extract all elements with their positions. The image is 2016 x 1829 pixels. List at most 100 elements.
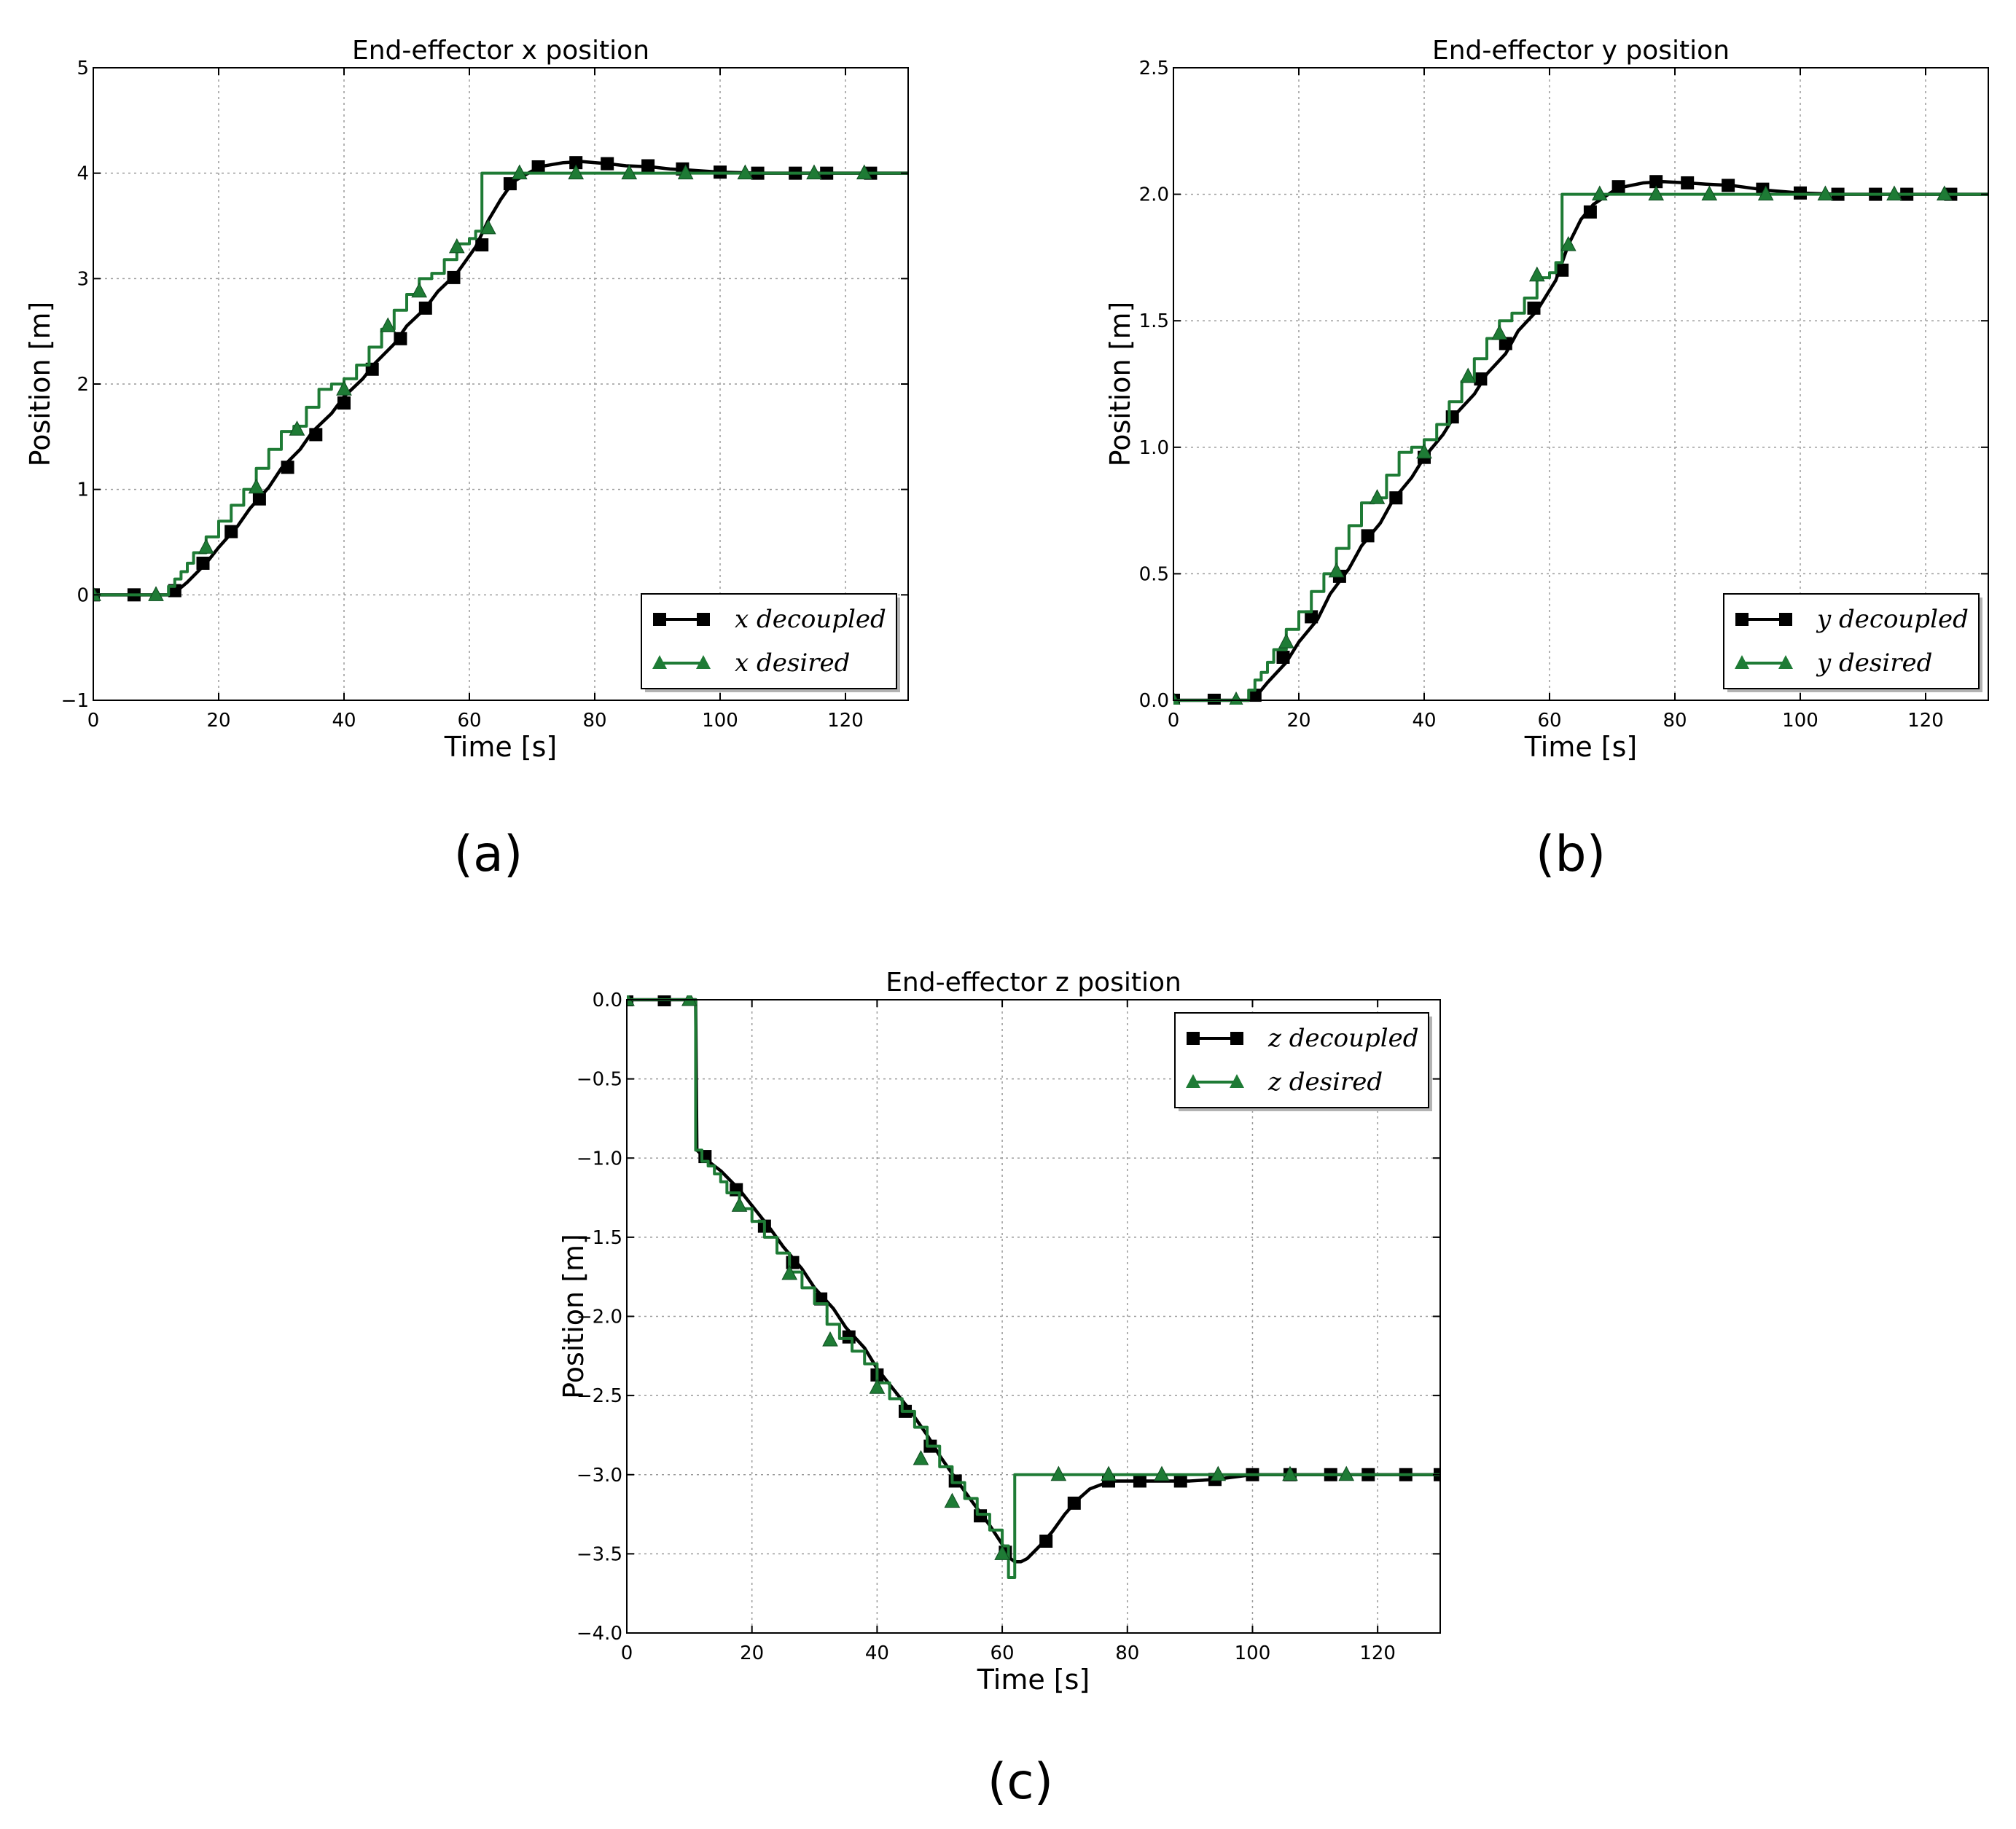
legend-marker-desired <box>1230 1074 1244 1088</box>
marker-decoupled <box>1681 176 1695 189</box>
y-tick-label: 3 <box>77 268 89 290</box>
marker-desired <box>677 164 694 180</box>
marker-desired <box>1886 185 1902 201</box>
x-tick-label: 0 <box>621 1642 633 1664</box>
y-tick-label: −2.5 <box>577 1385 622 1407</box>
marker-decoupled <box>1276 650 1290 664</box>
plot-area <box>627 995 1440 1579</box>
legend-box <box>641 593 897 689</box>
marker-desired <box>511 164 528 180</box>
marker-decoupled <box>1248 689 1262 702</box>
marker-decoupled <box>1305 610 1318 624</box>
marker-decoupled <box>1039 1534 1053 1548</box>
legend-marker-desired <box>696 655 711 669</box>
marker-decoupled <box>196 556 210 570</box>
y-tick-label: 5 <box>77 58 89 79</box>
legend-box <box>1723 593 1980 689</box>
marker-desired <box>411 282 428 298</box>
y-tick-label: −3.5 <box>577 1543 622 1565</box>
x-axis-label: Time [s] <box>444 731 558 763</box>
marker-desired <box>1050 1465 1067 1481</box>
series-line-desired <box>1173 192 1988 702</box>
legend-label: z decoupled <box>1267 1024 1419 1053</box>
marker-desired <box>148 586 164 601</box>
marker-decoupled <box>1389 491 1403 505</box>
x-tick-label: 20 <box>206 710 230 732</box>
marker-decoupled <box>1361 529 1375 543</box>
legend-marker-desired <box>1735 655 1749 669</box>
x-tick-label: 60 <box>991 1642 1015 1664</box>
y-tick-label: 2.5 <box>1139 58 1169 79</box>
marker-desired <box>1528 266 1545 282</box>
x-tick-label: 20 <box>740 1642 764 1664</box>
marker-desired <box>1936 185 1953 201</box>
y-axis-label: Position [m] <box>1104 302 1136 467</box>
marker-decoupled <box>1067 1496 1081 1510</box>
marker-desired <box>1282 1465 1298 1481</box>
marker-decoupled <box>974 1509 988 1523</box>
marker-decoupled <box>309 428 323 442</box>
marker-desired <box>1591 185 1608 201</box>
x-tick-label: 20 <box>1286 710 1310 732</box>
marker-desired <box>198 538 214 554</box>
plot-area <box>93 156 908 602</box>
x-tick-label: 80 <box>1663 710 1687 732</box>
chart-panel-b: 0 20 40 60 80 100 120 0.0 0.5 1.0 1.5 2.0 2.5 End-eff… <box>1104 36 1989 763</box>
marker-desired <box>1817 185 1834 201</box>
marker-desired <box>1328 562 1345 578</box>
y-tick-label: 1.5 <box>1139 310 1169 332</box>
marker-decoupled <box>1173 1474 1187 1488</box>
marker-decoupled <box>1583 205 1597 219</box>
x-tick-label: 0 <box>87 710 100 732</box>
marker-desired <box>1757 185 1774 201</box>
y-tick-label: 1.0 <box>1139 437 1169 459</box>
legend-label: y decoupled <box>1816 605 1969 634</box>
x-tick-label: 40 <box>332 710 356 732</box>
marker-decoupled <box>948 1474 962 1488</box>
marker-decoupled <box>1611 180 1625 194</box>
marker-decoupled <box>224 525 238 538</box>
y-tick-label: −1.5 <box>577 1227 622 1249</box>
marker-decoupled <box>531 160 545 173</box>
marker-desired <box>869 1379 886 1394</box>
marker-desired <box>336 380 352 396</box>
marker-desired <box>994 1545 1010 1560</box>
marker-desired <box>1369 489 1386 504</box>
legend-marker-decoupled <box>697 613 710 626</box>
marker-desired <box>1278 633 1294 649</box>
legend-box <box>1174 1012 1429 1108</box>
marker-decoupled <box>252 492 266 506</box>
x-tick-label: 120 <box>1359 1642 1396 1664</box>
marker-desired <box>1229 691 1243 705</box>
marker-decoupled <box>1133 1474 1146 1488</box>
y-axis-label: Position [m] <box>558 1234 590 1399</box>
marker-decoupled <box>842 1330 856 1344</box>
x-tick-label: 100 <box>1235 1642 1271 1664</box>
marker-decoupled <box>1649 175 1663 189</box>
chart-title: End-effector y position <box>1432 36 1730 66</box>
y-tick-label: 2.0 <box>1139 184 1169 206</box>
legend-marker-decoupled <box>1779 613 1792 626</box>
x-tick-label: 60 <box>457 710 481 732</box>
marker-decoupled <box>1555 263 1569 277</box>
x-tick-label: 60 <box>1537 710 1561 732</box>
marker-desired <box>1416 443 1432 459</box>
legend-marker-desired <box>652 655 667 669</box>
panel-label-b: (b) <box>1536 826 1606 883</box>
legend-label: z desired <box>1267 1068 1383 1097</box>
marker-decoupled <box>601 157 614 171</box>
y-tick-label: 4 <box>77 163 89 185</box>
x-tick-label: 40 <box>865 1642 889 1664</box>
marker-decoupled <box>1499 337 1512 350</box>
y-tick-label: −2.0 <box>577 1307 622 1328</box>
marker-decoupled <box>394 332 407 345</box>
chart-title: End-effector z position <box>886 968 1181 998</box>
marker-desired <box>1460 367 1477 383</box>
x-tick-label: 80 <box>1115 1642 1139 1664</box>
y-tick-label: −4.0 <box>577 1623 622 1645</box>
marker-decoupled <box>447 270 461 284</box>
marker-decoupled <box>786 1256 800 1269</box>
marker-desired <box>913 1449 929 1465</box>
panel-label-c: (c) <box>988 1753 1053 1811</box>
marker-desired <box>737 164 754 180</box>
